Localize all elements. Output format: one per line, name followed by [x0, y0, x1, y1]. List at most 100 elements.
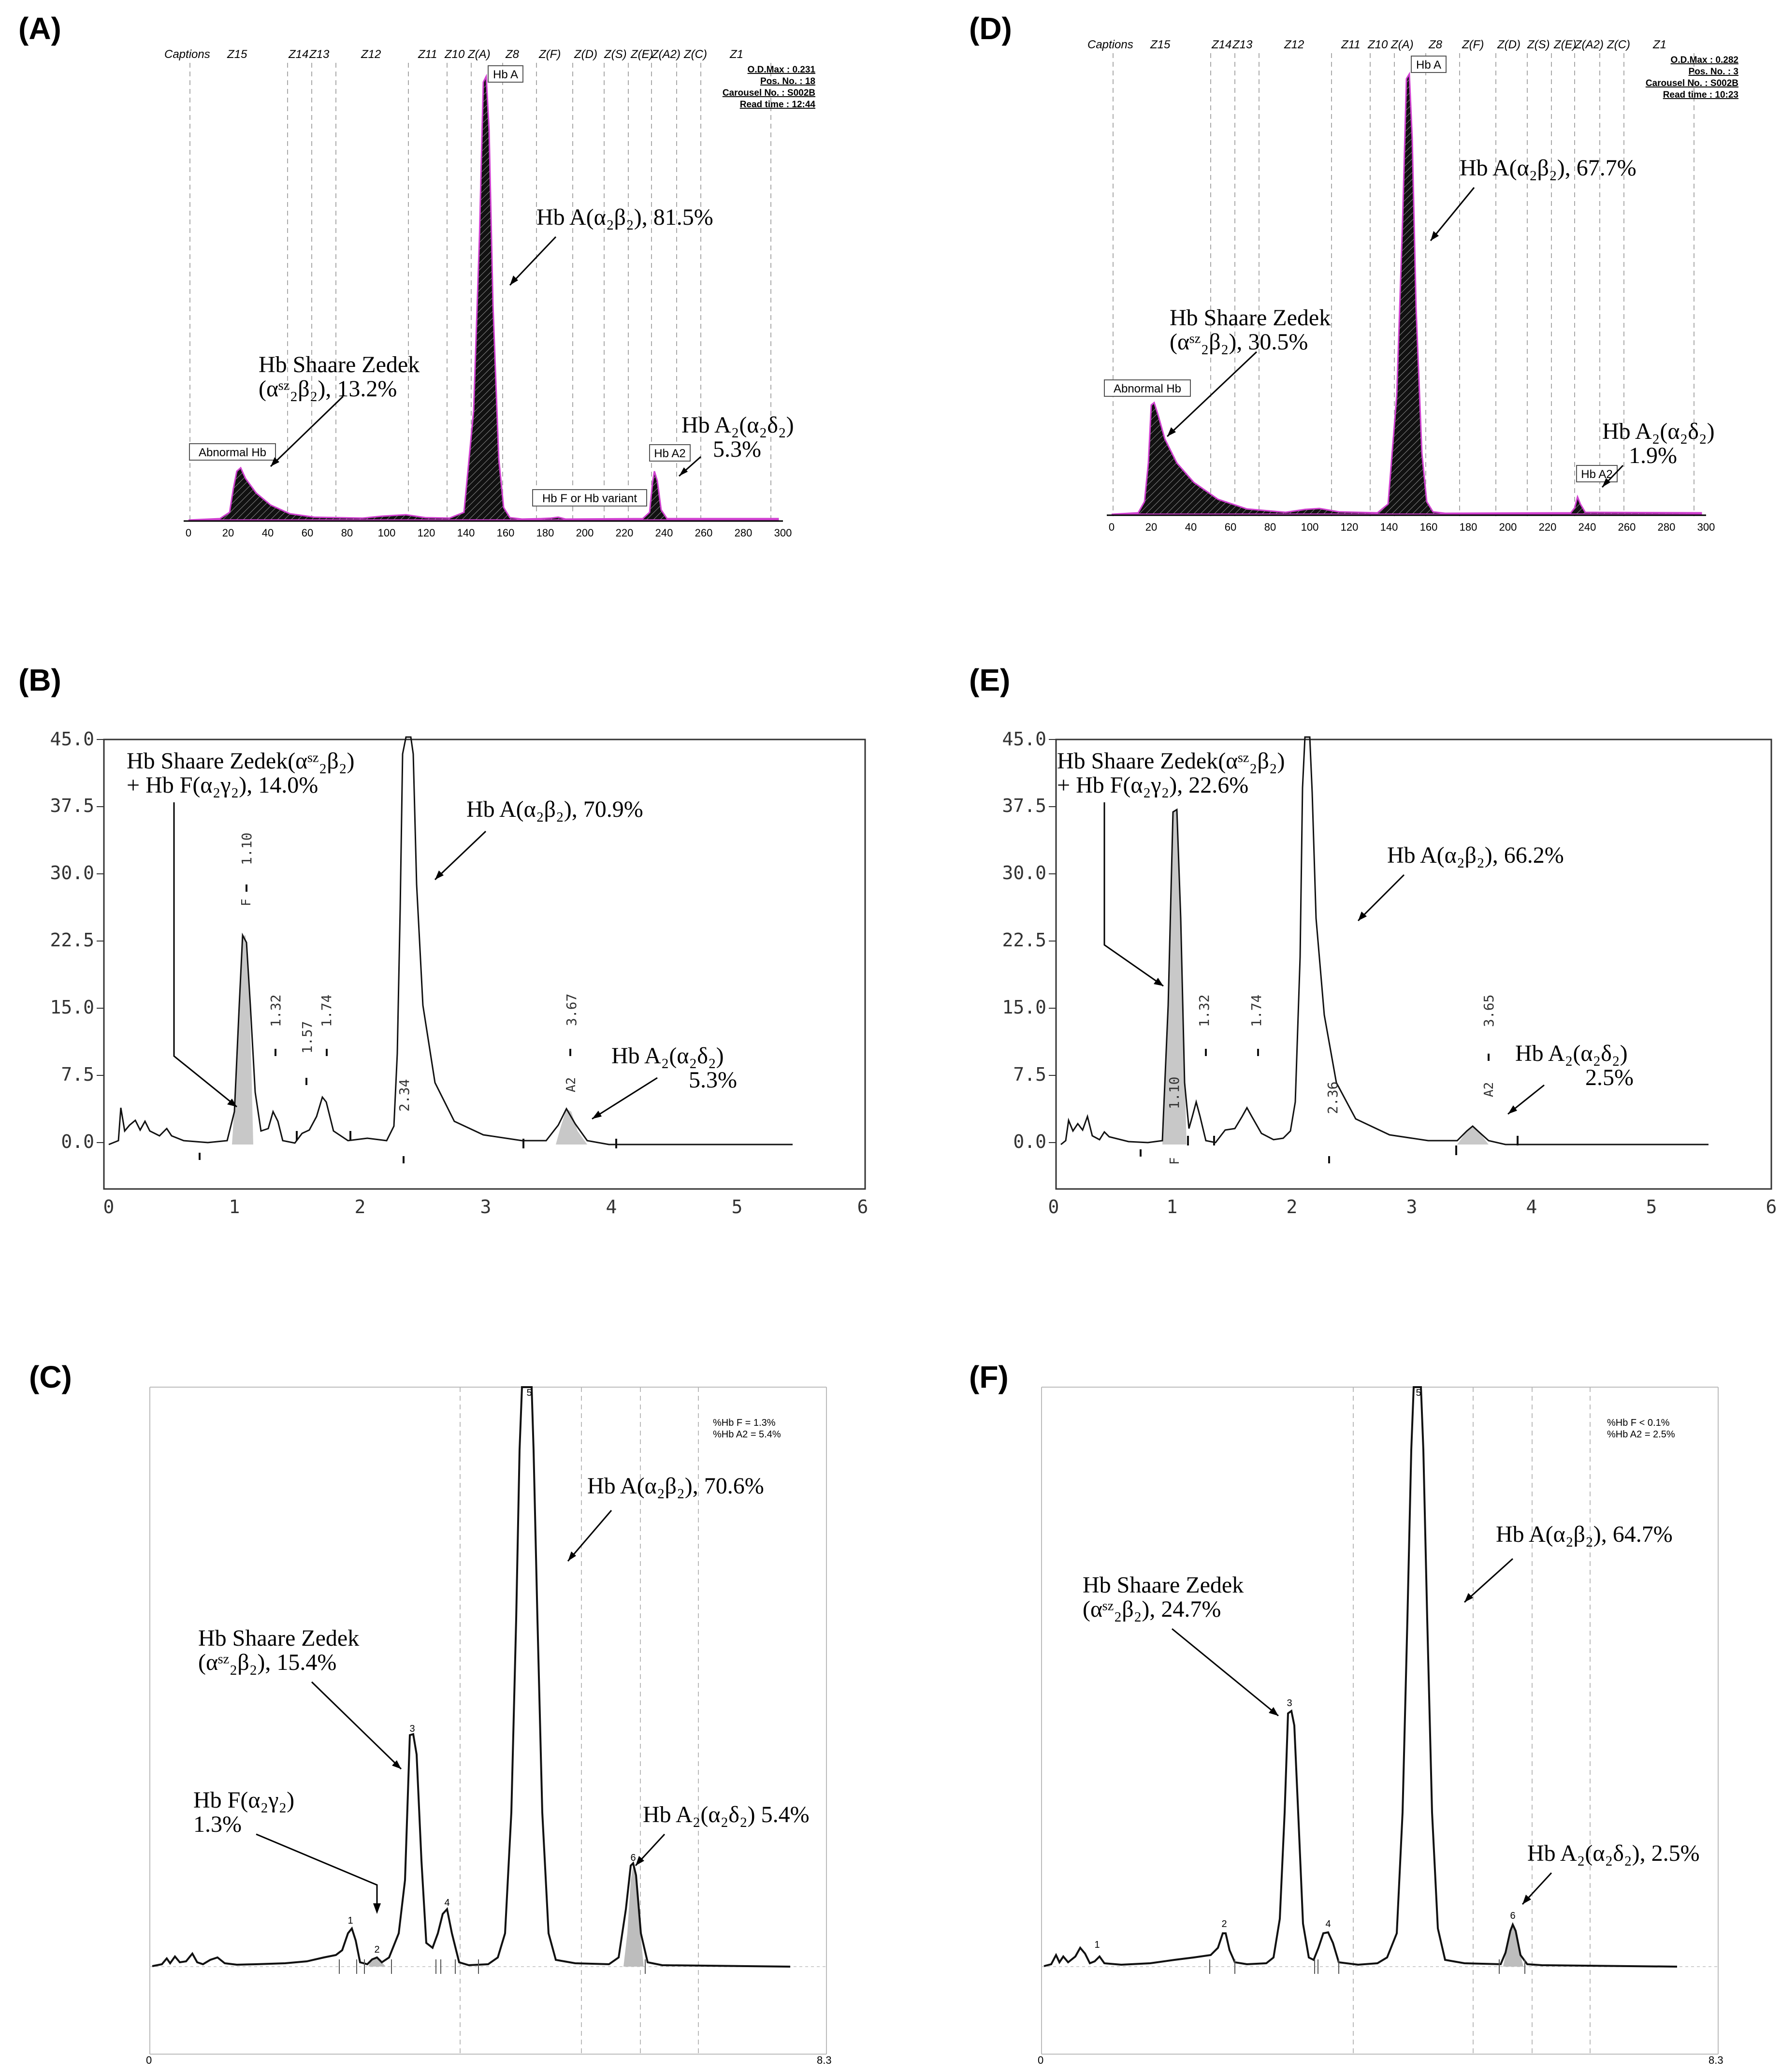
- x-tick-label: 0: [1109, 521, 1115, 533]
- y-tick-label: 45.0: [50, 728, 94, 750]
- zone-captions: Captions Z15 Z14 Z13 Z12 Z11 Z10 Z(A) Z8…: [164, 48, 743, 61]
- y-tick-label: 0.0: [1013, 1131, 1046, 1152]
- peak-label-hb-a2: Hb A2: [654, 447, 685, 460]
- zone-caption: Z(D): [574, 48, 597, 61]
- rt-label: 2.34: [396, 1079, 412, 1112]
- arrow: [311, 1681, 402, 1770]
- annotation-sz-line1: Hb Shaare Zedek: [259, 352, 420, 377]
- rt-label: 3.65: [1481, 995, 1497, 1027]
- x-tick-label: 40: [262, 527, 274, 539]
- y-tick-label: 37.5: [50, 795, 94, 816]
- peak-number: 5: [1416, 1388, 1421, 1398]
- annotation-sz-line1: Hb Shaare Zedek(αˢᶻ₂β₂): [127, 748, 355, 774]
- peak-number: 3: [1287, 1698, 1292, 1709]
- annotation-a2-line2: 2.5%: [1585, 1065, 1634, 1090]
- y-tick-label: 7.5: [1013, 1064, 1046, 1085]
- arrow: [1357, 874, 1405, 922]
- annotation-sz-line2: (αˢᶻ₂β₂), 15.4%: [198, 1650, 336, 1675]
- annotation-hb-a: Hb A(α₂β₂), 66.2%: [1387, 842, 1564, 868]
- electropherogram-area: [1111, 71, 1702, 515]
- peak-marker-a2: A2: [564, 1077, 579, 1092]
- x-tick-label: 200: [576, 527, 594, 539]
- annotation-sz-line1: Hb Shaare Zedek: [1083, 1572, 1244, 1598]
- x-tick-label: 300: [1697, 521, 1715, 533]
- peak-number: 4: [444, 1898, 449, 1908]
- info-od-max: O.D.Max : 0.282: [1671, 55, 1738, 65]
- zone-caption: Z(F): [538, 48, 561, 61]
- x-tick-label: 140: [457, 527, 475, 539]
- peak-label-hb-f-variant: Hb F or Hb variant: [542, 492, 637, 505]
- x-tick-label: 260: [1618, 521, 1636, 533]
- info-od-max: O.D.Max : 0.231: [748, 65, 816, 75]
- annotation-sz-line2: (αˢᶻ₂β₂), 30.5%: [1170, 329, 1308, 355]
- chart-panel-a: Captions Z15 Z14 Z13 Z12 Z11 Z10 Z(A) Z8…: [164, 48, 816, 539]
- arrow: [1172, 1628, 1279, 1717]
- panel-label-e: (E): [969, 663, 1011, 697]
- y-tick-label: 37.5: [1002, 795, 1046, 816]
- x-tick-label: 240: [1578, 521, 1596, 533]
- hplc-trace: [152, 1386, 791, 1968]
- zone-caption: Z15: [227, 48, 247, 61]
- x-axis: 0 20 40 60 80 100 120 140 160 180 200 22…: [1109, 521, 1715, 533]
- arrow: [270, 395, 344, 467]
- annotation-hb-a: Hb A(α₂β₂), 67.7%: [1460, 155, 1636, 181]
- zone-caption: Z(A): [467, 48, 491, 61]
- x-tick-label: 60: [1225, 521, 1236, 533]
- y-tick-label: 15.0: [1002, 997, 1046, 1018]
- x-tick-label: 20: [1145, 521, 1157, 533]
- zone-caption: Z(S): [1527, 38, 1550, 51]
- x-tick-label: 8.3: [1709, 2054, 1723, 2066]
- rt-label: 1.32: [268, 995, 284, 1027]
- x-tick-label: 240: [655, 527, 673, 539]
- peak-label-hb-a: Hb A: [1416, 58, 1441, 72]
- x-tick-label: 0: [186, 527, 191, 539]
- x-tick-label: 5: [1646, 1196, 1657, 1217]
- zone-caption: Z15: [1150, 38, 1171, 51]
- chart-panel-c: 1 2 3 4 5 6 %Hb F = 1.3% %Hb A2 = 5.4% 0…: [146, 1386, 832, 2066]
- zone-caption: Z10: [1367, 38, 1388, 51]
- annotation-sz-line1: Hb Shaare Zedek: [198, 1625, 359, 1651]
- corner-hb-a2: %Hb A2 = 2.5%: [1607, 1429, 1675, 1440]
- annotation-a2-line1: Hb A₂(α₂δ₂): [1515, 1041, 1628, 1066]
- x-tick-label: 5: [732, 1196, 743, 1217]
- annotation-f-line1: Hb F(α₂γ₂): [193, 1787, 294, 1813]
- x-tick-label: 280: [735, 527, 753, 539]
- x-tick-label: 220: [1539, 521, 1557, 533]
- panel-label-d: (D): [969, 11, 1012, 46]
- zone-caption: Z(E): [1553, 38, 1577, 51]
- hplc-trace: [108, 736, 793, 1145]
- x-tick-label: 80: [341, 527, 353, 539]
- zone-caption: Z(A2): [1574, 38, 1604, 51]
- y-tick-label: 7.5: [61, 1064, 94, 1085]
- zone-caption: Z1: [1652, 38, 1666, 51]
- x-tick-label: 3: [1406, 1196, 1418, 1217]
- peak-number: 4: [1325, 1919, 1331, 1929]
- zone-captions: Captions Z15 Z14 Z13 Z12 Z11 Z10 Z(A) Z8…: [1087, 38, 1666, 51]
- x-tick-label: 3: [480, 1196, 492, 1217]
- peak-number: 2: [1221, 1919, 1227, 1929]
- panel-label-b: (B): [18, 663, 61, 697]
- annotation-a2-line2: 5.3%: [689, 1067, 737, 1093]
- annotation-sz-line1: Hb Shaare Zedek(αˢᶻ₂β₂): [1057, 748, 1285, 774]
- x-tick-label: 8.3: [817, 2054, 832, 2066]
- zone-caption: Z(E): [630, 48, 653, 61]
- peak-number: 6: [1510, 1911, 1515, 1921]
- peak-label-abnormal-hb: Abnormal Hb: [1114, 382, 1181, 395]
- rt-label: 1.10: [239, 833, 255, 865]
- peak-number: 6: [630, 1853, 636, 1863]
- peak-number: 3: [409, 1724, 415, 1734]
- zone-caption: Z(F): [1462, 38, 1484, 51]
- peak-label-abnormal-hb: Abnormal Hb: [199, 446, 266, 459]
- x-tick-label: 4: [606, 1196, 617, 1217]
- retention-time-labels: 1.10 1.32 1.57 1.74 2.34 3.67 F A2: [239, 833, 579, 1112]
- annotation-sz-line2: + Hb F(α₂γ₂), 22.6%: [1057, 772, 1248, 798]
- annotation-f-line2: 1.3%: [193, 1811, 242, 1837]
- x-tick-label: 260: [695, 527, 713, 539]
- chart-panel-f: 1 2 3 4 5 6 %Hb F < 0.1% %Hb A2 = 2.5% 0…: [1038, 1386, 1723, 2066]
- hplc-trace: [1043, 1386, 1678, 1968]
- x-tick-label: 0: [1048, 1196, 1059, 1217]
- annotation-a2-line1: Hb A₂(α₂δ₂): [681, 412, 794, 438]
- x-tick-label: 160: [1420, 521, 1438, 533]
- y-axis: 45.0 37.5 30.0 22.5 15.0 7.5 0.0: [50, 728, 94, 1152]
- arrow: [509, 236, 557, 286]
